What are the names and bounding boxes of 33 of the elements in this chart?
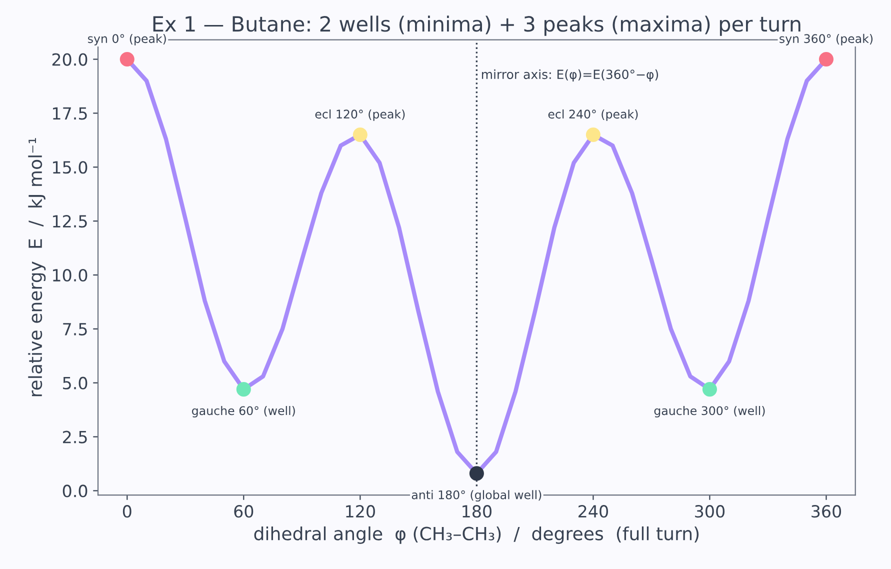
y-tick-label: 15.0 xyxy=(53,161,88,174)
annotation: gauche 60° (well) xyxy=(192,406,295,418)
point xyxy=(236,382,251,397)
x-tick-label: 120 xyxy=(346,505,375,518)
y-tick-label: 17.5 xyxy=(53,107,87,120)
annotation: syn 0° (peak) xyxy=(88,34,166,46)
x-tick-label: 360 xyxy=(812,505,842,518)
annotation: syn 360° (peak) xyxy=(780,34,873,46)
y-tick-label: 12.5 xyxy=(53,215,87,228)
y-tick-label: 2.5 xyxy=(63,430,87,444)
x-tick-label: 300 xyxy=(695,505,725,518)
point xyxy=(586,127,600,142)
y-tick-label: 10.0 xyxy=(53,268,88,282)
x-tick-label: 240 xyxy=(578,505,608,518)
x-axis-title: dihedral angle φ (CH₃–CH₃) / degrees (full turn) xyxy=(254,526,699,544)
annotation: anti 180° (global well) xyxy=(412,490,542,502)
ref-line-label: mirror axis: E(φ)=E(360°−φ) xyxy=(482,69,658,82)
annotation: ecl 120° (peak) xyxy=(315,109,405,121)
point xyxy=(818,52,834,67)
y-tick-label: 20.0 xyxy=(52,53,88,66)
point xyxy=(120,52,134,67)
annotation: gauche 300° (well) xyxy=(654,406,765,418)
y-axis-title: relative energy E / kJ mol⁻¹ xyxy=(28,138,46,396)
x-tick-label: 60 xyxy=(234,505,254,518)
point xyxy=(702,382,717,397)
y-tick-label: 5.0 xyxy=(63,376,88,390)
point xyxy=(469,466,484,481)
y-tick-label: 0.0 xyxy=(62,484,88,498)
x-tick-label: 0 xyxy=(122,505,132,518)
annotation: ecl 240° (peak) xyxy=(548,109,638,121)
y-tick-label: 7.5 xyxy=(63,323,87,336)
point xyxy=(352,127,368,142)
x-tick-label: 180 xyxy=(462,505,492,518)
